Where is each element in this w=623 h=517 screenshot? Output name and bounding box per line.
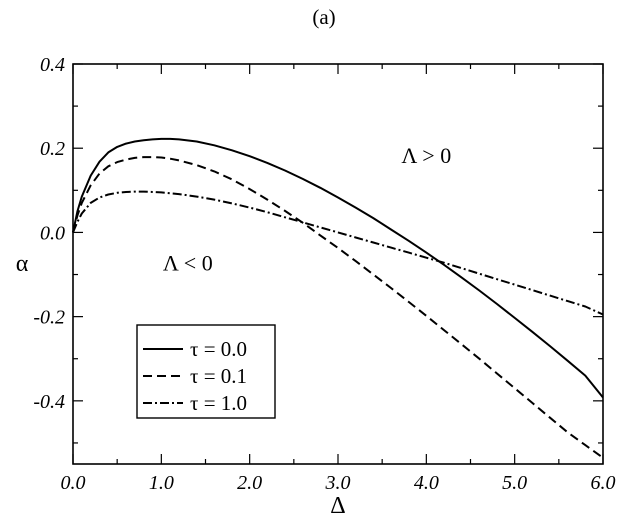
panel-label: (a) (312, 5, 335, 29)
chart-curves (72, 137, 604, 459)
legend-label-tau-1: τ = 1.0 (190, 391, 247, 415)
x-tick-label: 0.0 (61, 472, 86, 494)
legend: τ = 0.0 τ = 0.1 τ = 1.0 (136, 324, 276, 419)
y-axis-label: α (16, 251, 29, 277)
y-tick-label: -0.4 (33, 391, 65, 413)
y-tick-label: -0.2 (33, 307, 65, 329)
x-axis-label: Δ (330, 493, 345, 517)
series-line-2 (72, 190, 604, 316)
annotation-lambda-positive: Λ > 0 (401, 143, 451, 168)
y-tick-label: 0.2 (40, 138, 65, 160)
y-tick-label: 0.0 (40, 222, 65, 244)
x-tick-label: 5.0 (502, 472, 527, 494)
x-tick-label: 3.0 (325, 472, 351, 494)
legend-label-tau-0: τ = 0.0 (190, 337, 247, 361)
x-tick-label: 6.0 (591, 472, 616, 494)
series-line-1 (72, 156, 604, 459)
x-tick-label: 4.0 (414, 472, 439, 494)
x-tick-label: 2.0 (237, 472, 262, 494)
y-axis-ticks: -0.4 -0.2 0.0 0.2 0.4 (33, 54, 603, 444)
x-tick-label: 1.0 (149, 472, 174, 494)
series-line-0 (72, 137, 604, 399)
annotation-lambda-negative: Λ < 0 (163, 250, 213, 275)
x-axis-ticks: 0.0 1.0 2.0 3.0 4.0 5.0 6.0 (61, 64, 616, 494)
y-tick-label: 0.4 (40, 54, 65, 76)
legend-label-tau-0-1: τ = 0.1 (190, 364, 247, 388)
